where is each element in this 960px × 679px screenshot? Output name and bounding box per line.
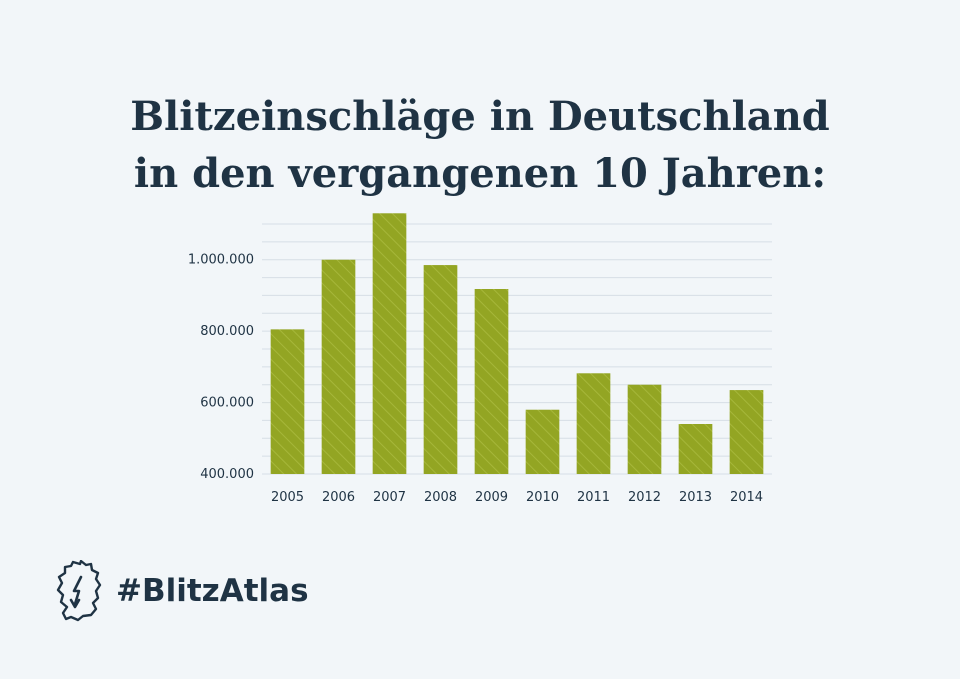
bar-2014 xyxy=(729,390,764,474)
footer: #BlitzAtlas xyxy=(56,560,309,622)
bar-2009 xyxy=(474,289,509,474)
bar-2006 xyxy=(321,259,356,474)
y-axis: 400.000 600.000 800.000 1.000.000 xyxy=(188,253,254,482)
bar-2013 xyxy=(678,424,713,474)
chart-title: Blitzeinschläge in Deutschland in den ve… xyxy=(0,88,960,202)
hashtag-label: #BlitzAtlas xyxy=(116,573,309,609)
x-axis: 2005 2006 2007 2008 2009 2010 2011 2012 2013 2014 xyxy=(271,490,763,505)
x-tick-label: 2008 xyxy=(424,490,457,505)
bar-2008 xyxy=(423,265,458,474)
x-tick-label: 2014 xyxy=(730,490,763,505)
x-tick-label: 2012 xyxy=(628,490,661,505)
x-tick-label: 2009 xyxy=(475,490,508,505)
bar-2007 xyxy=(372,213,407,475)
bar-2012 xyxy=(627,384,662,474)
y-tick-label: 400.000 xyxy=(200,467,254,482)
bar-2005 xyxy=(270,329,305,474)
x-tick-label: 2011 xyxy=(577,490,610,505)
bars xyxy=(270,213,764,475)
chart-title-line-1: Blitzeinschläge in Deutschland xyxy=(130,93,830,140)
x-tick-label: 2007 xyxy=(373,490,406,505)
y-tick-label: 1.000.000 xyxy=(188,253,254,268)
x-tick-label: 2010 xyxy=(526,490,559,505)
y-tick-label: 600.000 xyxy=(200,396,254,411)
x-tick-label: 2005 xyxy=(271,490,304,505)
chart-title-line-2: in den vergangenen 10 Jahren: xyxy=(133,150,827,197)
bar-2010 xyxy=(525,409,560,474)
bar-2011 xyxy=(576,373,611,474)
germany-map-lightning-icon xyxy=(56,560,102,622)
x-tick-label: 2006 xyxy=(322,490,355,505)
x-tick-label: 2013 xyxy=(679,490,712,505)
y-tick-label: 800.000 xyxy=(200,324,254,339)
